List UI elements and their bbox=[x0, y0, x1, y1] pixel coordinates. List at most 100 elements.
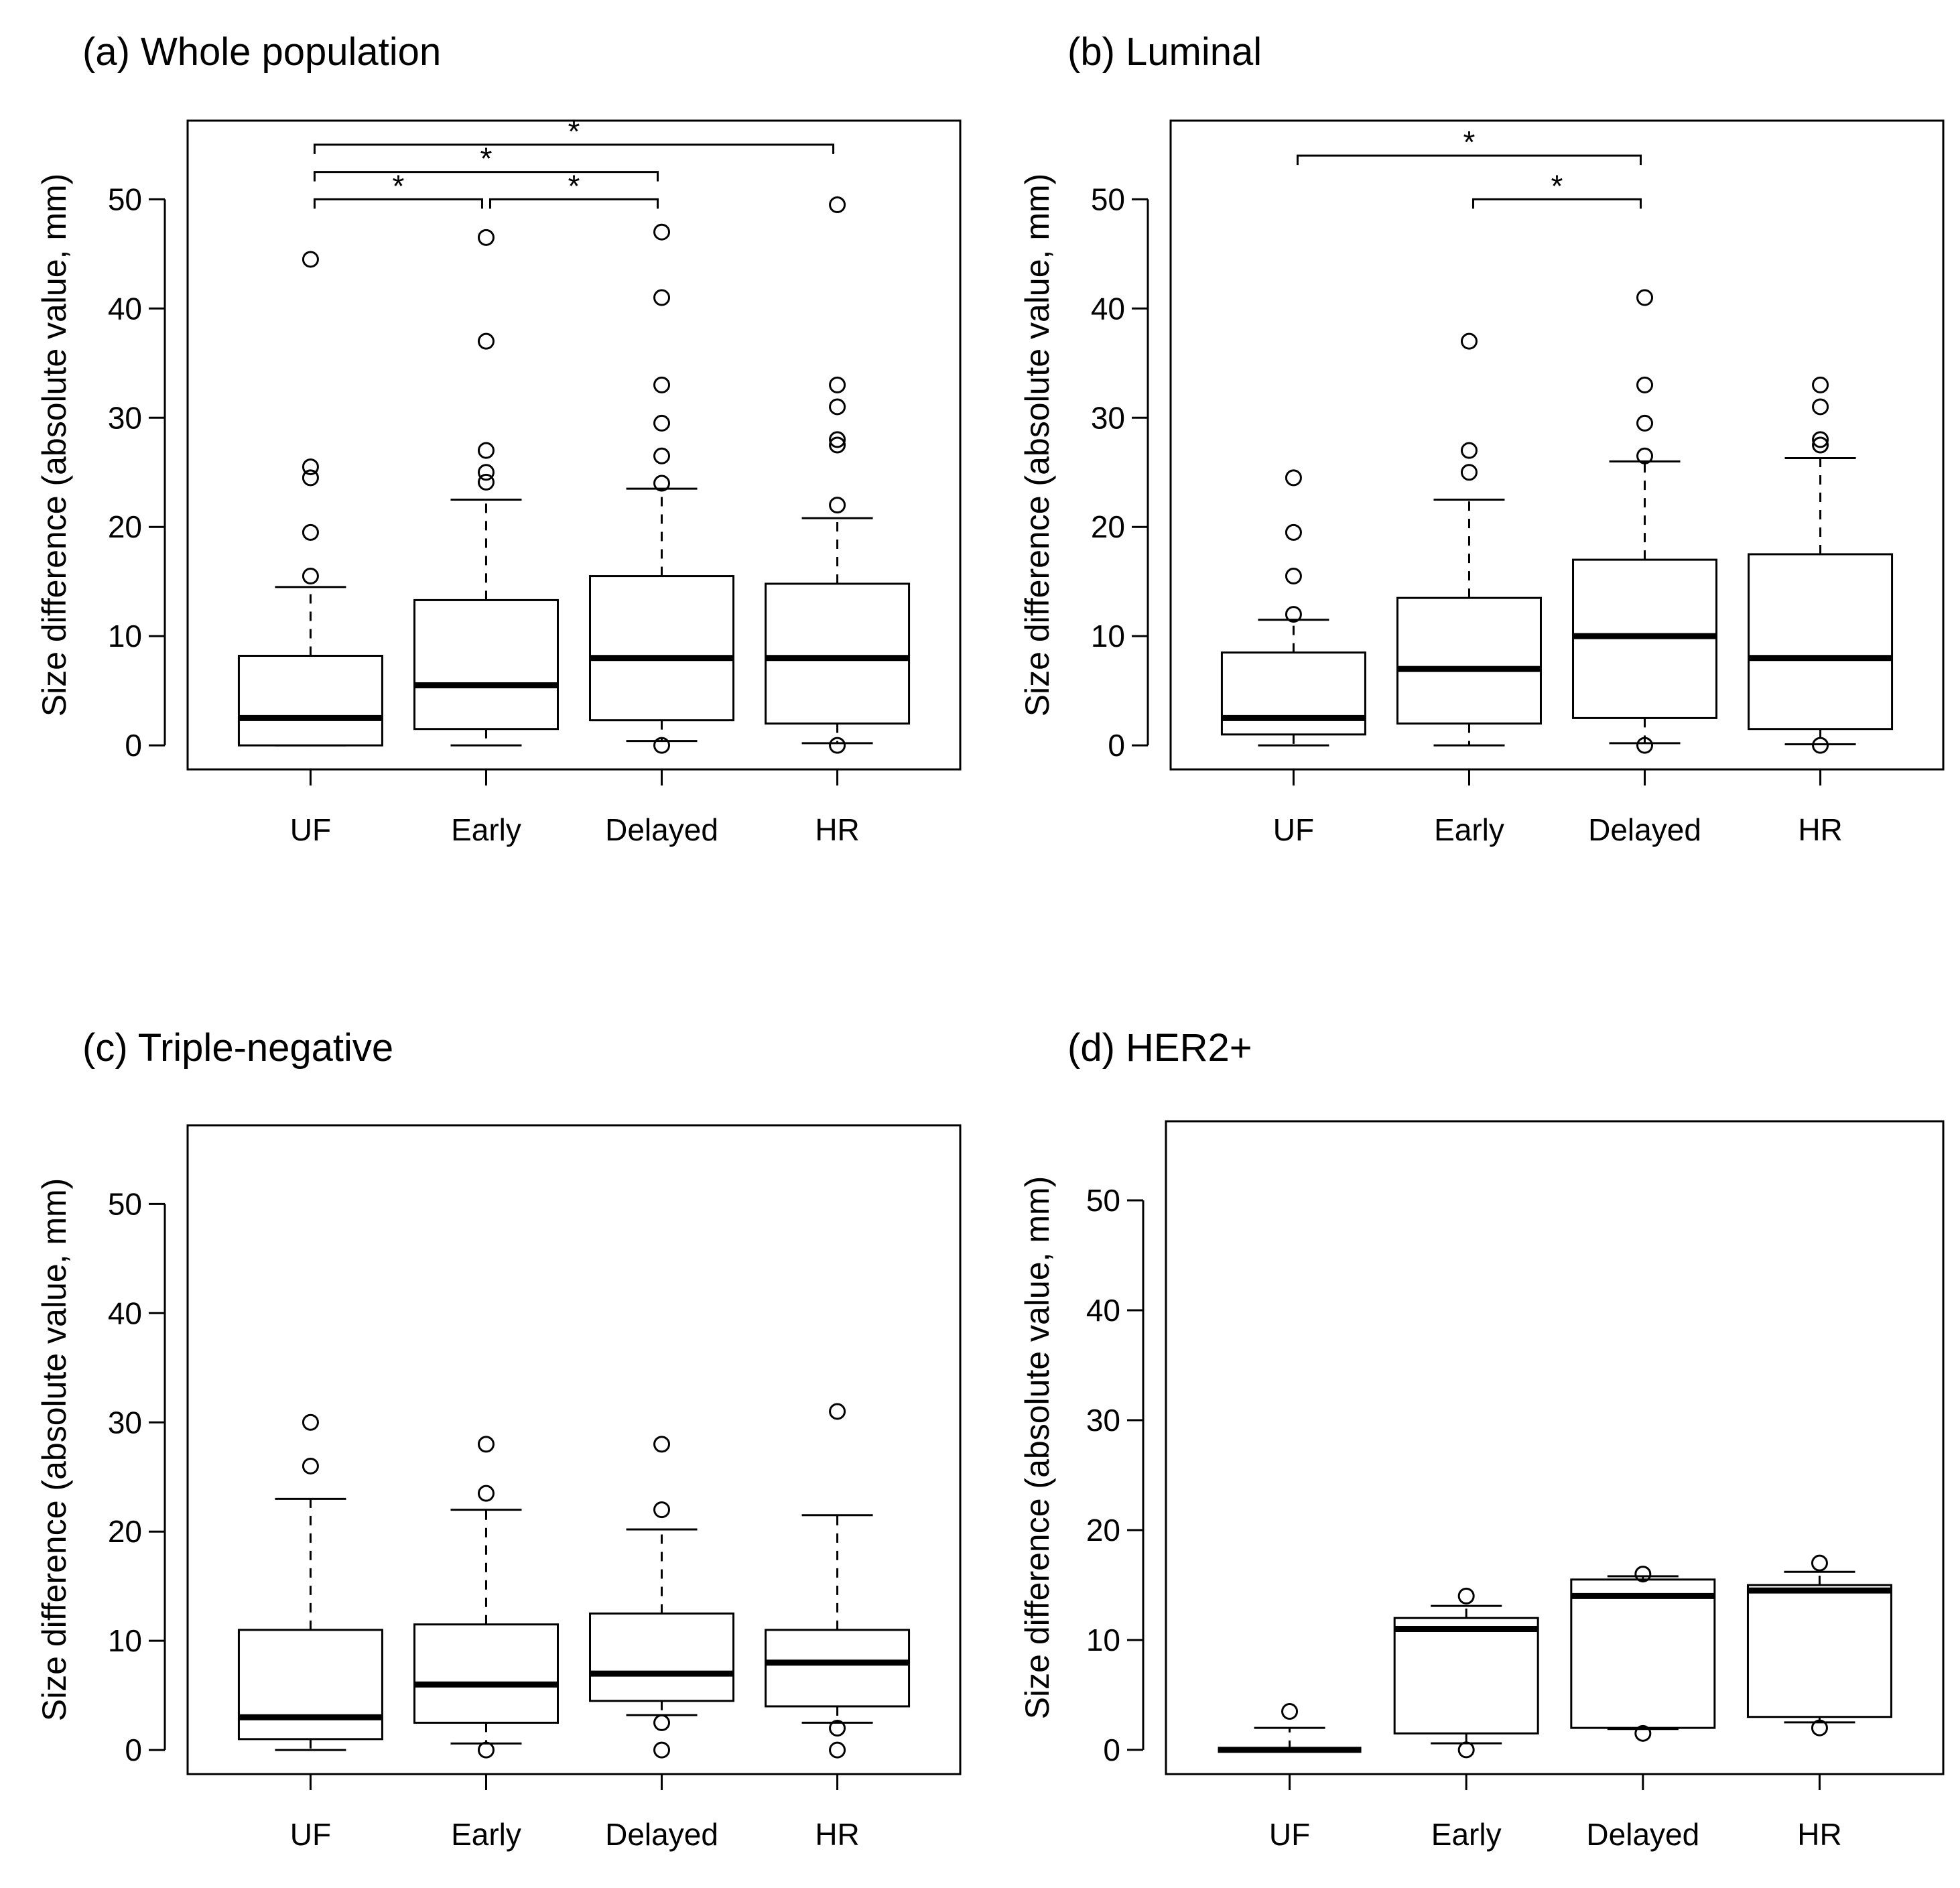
outlier-point bbox=[477, 1485, 495, 1502]
box-early bbox=[1393, 1587, 1539, 1759]
y-tick-label: 30 bbox=[108, 400, 142, 435]
outlier-point bbox=[653, 223, 671, 241]
x-tick-label: UF bbox=[290, 1817, 331, 1852]
outlier-point bbox=[302, 251, 319, 268]
x-tick-label: Delayed bbox=[1588, 812, 1701, 847]
iqr-box bbox=[765, 582, 911, 725]
x-tick-label: Delayed bbox=[605, 1817, 718, 1852]
panel-title: (a) Whole population bbox=[82, 30, 441, 74]
outlier-point bbox=[653, 1501, 671, 1519]
box-delayed bbox=[1570, 1566, 1716, 1742]
bracket-line bbox=[313, 171, 659, 182]
significance-star: * bbox=[568, 114, 580, 149]
box-early bbox=[413, 1436, 559, 1759]
x-tick-label: HR bbox=[1798, 812, 1842, 847]
y-tick-label: 10 bbox=[108, 619, 142, 653]
outlier-point bbox=[1812, 436, 1829, 454]
box-hr bbox=[1746, 1554, 1892, 1737]
y-tick-label: 50 bbox=[108, 182, 142, 216]
box-hr bbox=[765, 1403, 911, 1759]
y-tick-label: 0 bbox=[125, 1733, 142, 1767]
y-tick-label: 0 bbox=[125, 728, 142, 763]
x-tick-label: HR bbox=[815, 812, 859, 847]
outlier-point bbox=[829, 1741, 846, 1759]
iqr-box bbox=[1746, 1584, 1892, 1718]
outlier-point bbox=[477, 1741, 495, 1759]
outlier-point bbox=[302, 523, 319, 541]
panel-d: (d) HER2+ 0 10 20 30 40 50 Size difference (abs… bbox=[1019, 1026, 1945, 1852]
y-tick-label: 10 bbox=[1091, 619, 1125, 653]
outlier-point bbox=[302, 1413, 319, 1431]
outlier-point bbox=[653, 1436, 671, 1453]
iqr-box bbox=[1748, 553, 1894, 731]
outlier-point bbox=[1285, 469, 1302, 487]
y-tick-label: 50 bbox=[1091, 182, 1125, 216]
panel-title: (c) Triple-negative bbox=[82, 1026, 393, 1070]
significance-bracket: * bbox=[313, 141, 659, 182]
outlier-point bbox=[1634, 1566, 1652, 1583]
bracket-line bbox=[313, 198, 483, 209]
outlier-point bbox=[653, 414, 671, 432]
box-uf bbox=[237, 1413, 383, 1751]
outlier-point bbox=[1812, 376, 1829, 393]
y-tick-label: 20 bbox=[1086, 1513, 1120, 1548]
outlier-point bbox=[1285, 606, 1302, 623]
x-tick-label: UF bbox=[290, 812, 331, 847]
outlier-point bbox=[477, 464, 495, 481]
outlier-point bbox=[653, 289, 671, 306]
x-tick-label: UF bbox=[1273, 812, 1314, 847]
x-tick-label: HR bbox=[815, 1817, 859, 1852]
outlier-point bbox=[477, 332, 495, 350]
outlier-point bbox=[1460, 464, 1478, 481]
bracket-line bbox=[488, 198, 659, 209]
iqr-box bbox=[765, 1629, 911, 1708]
outlier-point bbox=[1460, 442, 1478, 459]
outlier-point bbox=[302, 568, 319, 585]
outlier-point bbox=[1460, 332, 1478, 350]
y-tick-label: 40 bbox=[108, 1296, 142, 1330]
y-tick-label: 10 bbox=[108, 1623, 142, 1658]
iqr-box bbox=[413, 599, 559, 731]
x-tick-label: Early bbox=[451, 812, 521, 847]
outlier-point bbox=[1636, 737, 1654, 754]
outlier-point bbox=[1811, 1719, 1828, 1737]
outlier-point bbox=[829, 376, 846, 393]
y-tick-label: 40 bbox=[108, 291, 142, 326]
box-delayed bbox=[589, 223, 735, 754]
outlier-point bbox=[653, 376, 671, 393]
significance-bracket: * bbox=[1296, 125, 1642, 166]
y-tick-label: 40 bbox=[1086, 1293, 1120, 1328]
bracket-line bbox=[1296, 154, 1642, 166]
outlier-point bbox=[302, 469, 319, 487]
box-uf bbox=[1218, 1703, 1362, 1753]
outlier-point bbox=[1285, 523, 1302, 541]
x-tick-label: Early bbox=[1434, 812, 1504, 847]
iqr-box bbox=[237, 1629, 383, 1741]
box-early bbox=[1396, 332, 1542, 747]
box-early bbox=[413, 229, 559, 747]
panel-b: (b) Luminal 0 10 20 30 40 50 Size difference (a… bbox=[1019, 30, 1945, 847]
outlier-point bbox=[829, 196, 846, 213]
x-tick-label: UF bbox=[1269, 1817, 1310, 1852]
y-tick-label: 20 bbox=[1091, 509, 1125, 544]
x-tick-label: HR bbox=[1797, 1817, 1841, 1852]
significance-bracket: * bbox=[1472, 168, 1642, 209]
box-delayed bbox=[589, 1436, 735, 1759]
outlier-point bbox=[829, 1720, 846, 1737]
iqr-box bbox=[1220, 651, 1366, 736]
bracket-line bbox=[1472, 198, 1642, 209]
outlier-point bbox=[829, 398, 846, 416]
plot-frame bbox=[186, 119, 962, 771]
y-tick-label: 0 bbox=[1108, 728, 1125, 763]
x-tick-label: Early bbox=[451, 1817, 521, 1852]
significance-star: * bbox=[1551, 168, 1563, 203]
significance-bracket: * bbox=[488, 168, 659, 209]
plot-frame bbox=[186, 1124, 962, 1775]
significance-star: * bbox=[568, 168, 580, 203]
box-uf bbox=[237, 251, 383, 747]
outlier-point bbox=[829, 497, 846, 514]
y-tick-label: 20 bbox=[108, 1514, 142, 1549]
iqr-box bbox=[413, 1623, 559, 1724]
iqr-box bbox=[589, 1612, 735, 1702]
iqr-box bbox=[1396, 596, 1542, 725]
